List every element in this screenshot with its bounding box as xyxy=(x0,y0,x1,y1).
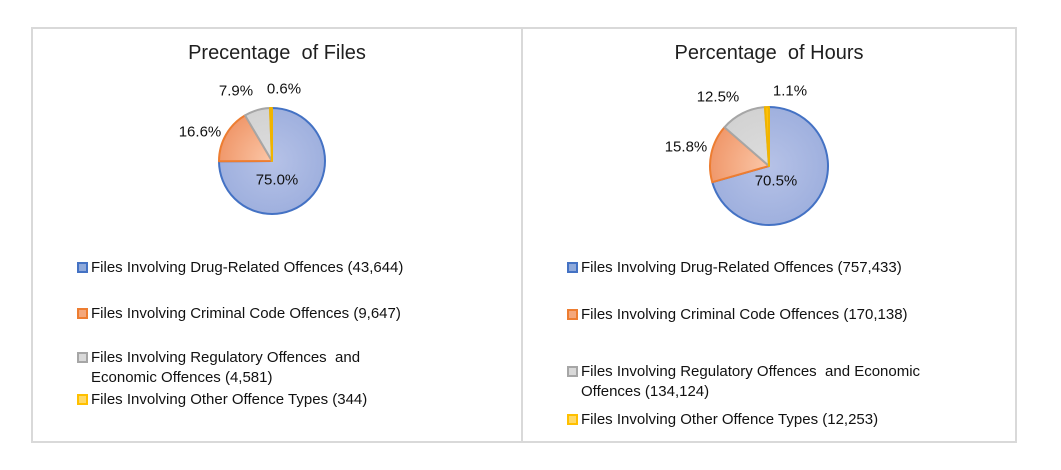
legend-label: Files Involving Criminal Code Offences (… xyxy=(91,305,401,322)
legend-marker-gray-icon xyxy=(77,352,88,363)
legend-item: Files Involving Drug-Related Offences (7… xyxy=(567,258,902,278)
legend-marker-blue-icon xyxy=(77,262,88,273)
files-chart-panel: Precentage of Files 75.0% 16.6% 7.9% 0.6% F… xyxy=(33,29,523,441)
legend-label: Files Involving Regulatory Offences and … xyxy=(581,363,925,400)
pie-data-label: 1.1% xyxy=(773,82,807,99)
pie-slice-criminal-code-offences xyxy=(217,114,273,163)
hours-chart-panel: Percentage of Hours 70.5% 15.8% 12.5% 1.1% … xyxy=(523,29,1015,441)
pie-data-label: 15.8% xyxy=(665,138,708,155)
legend-label: Files Involving Drug-Related Offences (4… xyxy=(91,259,404,276)
legend-item: Files Involving Criminal Code Offences (… xyxy=(567,305,908,325)
pie-chart: 70.5% 15.8% 12.5% 1.1% xyxy=(665,82,829,226)
legend-item: Files Involving Regulatory Offences and … xyxy=(567,362,966,402)
legend-marker-orange-icon xyxy=(77,308,88,319)
legend-label: Files Involving Other Offence Types (344… xyxy=(91,391,368,408)
pie-data-label: 70.5% xyxy=(755,172,798,189)
pie-data-label: 7.9% xyxy=(219,82,253,99)
legend-label: Files Involving Regulatory Offences and … xyxy=(91,349,365,386)
pie-data-label: 75.0% xyxy=(256,171,299,188)
legend-label: Files Involving Criminal Code Offences (… xyxy=(581,306,908,323)
pie-slice-other-offence-types xyxy=(269,107,273,162)
legend-marker-blue-icon xyxy=(567,262,578,273)
legend-item: Files Involving Other Offence Types (344… xyxy=(77,390,367,410)
chart-title: Precentage of Files xyxy=(188,42,366,64)
legend-marker-gray-icon xyxy=(567,366,578,377)
legend-item: Files Involving Criminal Code Offences (… xyxy=(77,304,401,324)
pie-chart: 75.0% 16.6% 7.9% 0.6% xyxy=(179,80,326,215)
legend-marker-yellow-icon xyxy=(567,414,578,425)
chart-title: Percentage of Hours xyxy=(674,42,864,64)
pie-slice-drug-related-offences xyxy=(218,107,326,215)
legend-item: Files Involving Other Offence Types (12,… xyxy=(567,410,878,430)
charts-container: Precentage of Files 75.0% 16.6% 7.9% 0.6% F… xyxy=(31,27,1017,443)
pie-slice-other-offence-types xyxy=(763,105,770,167)
pie-data-label: 12.5% xyxy=(697,88,740,105)
pie-data-label: 16.6% xyxy=(179,123,222,140)
legend-marker-yellow-icon xyxy=(77,394,88,405)
pie-slice-criminal-code-offences xyxy=(709,126,770,184)
pie-slice-drug-related-offences xyxy=(711,106,829,226)
legend-item: Files Involving Drug-Related Offences (4… xyxy=(77,258,403,278)
legend-label: Files Involving Drug-Related Offences (7… xyxy=(581,259,902,276)
legend-marker-orange-icon xyxy=(567,309,578,320)
pie-data-label: 0.6% xyxy=(267,80,301,97)
legend-label: Files Involving Other Offence Types (12,… xyxy=(581,411,879,428)
legend-item: Files Involving Regulatory Offences and … xyxy=(77,348,411,388)
